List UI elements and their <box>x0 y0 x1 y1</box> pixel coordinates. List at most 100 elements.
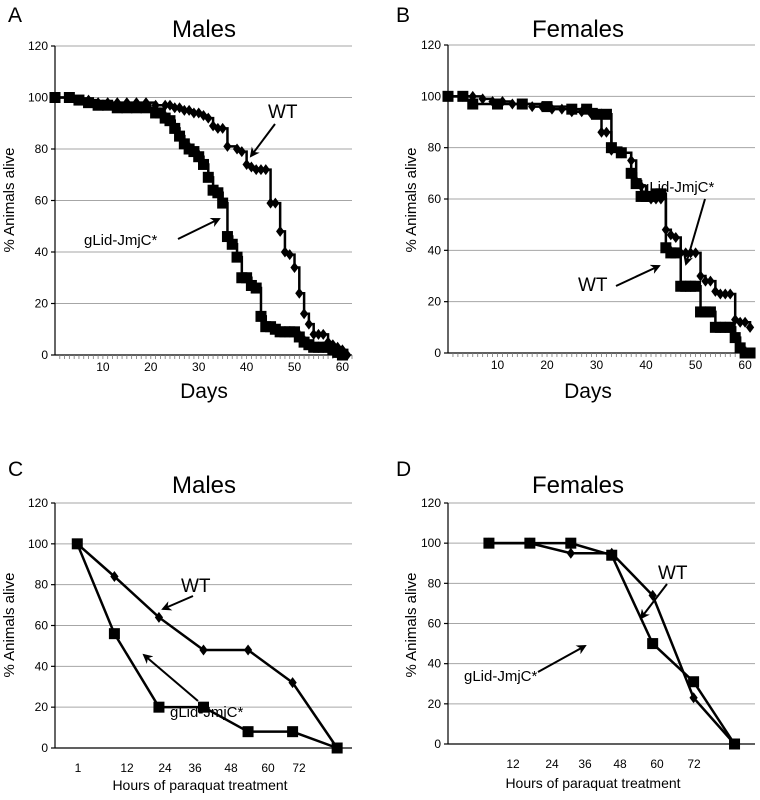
data-point <box>483 537 495 549</box>
data-point <box>193 151 205 163</box>
data-point <box>140 102 152 114</box>
data-point <box>655 188 667 200</box>
data-point <box>285 249 294 261</box>
data-point <box>557 103 567 115</box>
data-point <box>304 318 314 330</box>
data-point <box>457 90 469 102</box>
y-axis-label: % Animals alive <box>403 572 420 677</box>
x-category-label: 12 <box>120 761 134 775</box>
y-tick-label: 40 <box>35 659 49 673</box>
y-tick-label: 60 <box>35 194 49 208</box>
data-point <box>721 288 730 300</box>
data-point <box>102 99 114 111</box>
y-tick-label: 40 <box>428 657 442 671</box>
annotation-arrow <box>537 645 587 673</box>
data-point <box>319 328 328 340</box>
series-line <box>488 541 736 745</box>
y-tick-label: 80 <box>35 142 49 156</box>
data-point <box>242 726 254 738</box>
data-point <box>716 288 725 300</box>
data-point <box>290 261 299 273</box>
data-point <box>121 102 133 114</box>
panel-letter: C <box>8 458 23 481</box>
data-point <box>724 321 736 333</box>
x-axis-label: Days <box>180 380 228 403</box>
data-point <box>170 102 179 114</box>
x-axis-label: Hours of paraquat treatment <box>112 777 287 793</box>
x-category-label: 60 <box>650 757 664 771</box>
y-tick-label: 100 <box>421 536 441 550</box>
data-point <box>581 103 593 115</box>
annotation: gLid-JmjC* <box>142 653 244 721</box>
x-category-label: 48 <box>224 761 238 775</box>
data-point <box>198 701 209 713</box>
y-tick-label: 20 <box>35 297 49 311</box>
annotation: gLid-JmjC* <box>84 218 221 249</box>
annotation-arrow <box>177 218 221 240</box>
y-tick-label: 40 <box>35 245 49 259</box>
y-tick-label: 60 <box>428 192 442 206</box>
x-tick-label: 30 <box>192 360 206 374</box>
y-tick-label: 0 <box>434 737 441 751</box>
data-point <box>670 247 682 259</box>
data-point <box>740 316 750 328</box>
data-point <box>736 316 745 328</box>
data-point <box>605 142 617 154</box>
y-tick-label: 20 <box>428 295 442 309</box>
data-point <box>309 328 318 340</box>
data-point <box>492 98 504 110</box>
data-point <box>630 178 642 190</box>
y-tick-label: 40 <box>428 243 442 257</box>
data-point <box>314 328 323 340</box>
y-tick-label: 60 <box>428 617 442 631</box>
x-tick-label: 20 <box>144 360 158 374</box>
x-category-label: 60 <box>261 761 275 775</box>
x-category-label: 48 <box>613 757 627 771</box>
data-point <box>689 692 698 704</box>
data-point <box>701 275 710 287</box>
data-point <box>164 115 176 127</box>
data-point <box>541 101 553 113</box>
data-point <box>467 98 479 110</box>
data-point <box>255 310 267 322</box>
data-point <box>92 99 104 111</box>
x-tick-label: 10 <box>96 360 110 374</box>
data-point <box>221 231 233 243</box>
x-axis-label: Days <box>564 380 612 403</box>
x-category-label: 36 <box>578 757 592 771</box>
series-glid-jmjc <box>71 538 343 754</box>
data-point <box>213 122 222 134</box>
annotation-label: WT <box>181 576 211 597</box>
x-tick-label: 60 <box>738 358 752 372</box>
panel-letter: B <box>396 4 410 27</box>
data-point <box>223 140 232 152</box>
data-point <box>217 197 229 209</box>
y-tick-label: 120 <box>28 496 48 510</box>
data-point <box>648 589 657 601</box>
annotation-label: WT <box>658 563 688 584</box>
data-point <box>212 187 224 199</box>
data-point <box>295 287 304 299</box>
x-tick-label: 50 <box>689 358 703 372</box>
series-wt <box>443 90 755 333</box>
data-point <box>600 108 612 120</box>
series-wt <box>50 92 352 361</box>
y-axis-label: % Animals alive <box>403 147 420 252</box>
y-tick-label: 100 <box>28 91 48 105</box>
chart-title: Females <box>532 472 624 499</box>
data-point <box>243 644 253 656</box>
data-point <box>261 164 270 176</box>
x-tick-label: 10 <box>491 358 505 372</box>
annotation-arrow <box>639 583 668 620</box>
y-tick-label: 60 <box>35 619 49 633</box>
annotation: gLid-JmjC* <box>641 179 715 266</box>
annotation-arrow <box>615 264 661 287</box>
data-point <box>729 738 741 750</box>
x-category-label: 72 <box>687 757 701 771</box>
data-point <box>241 272 253 284</box>
data-point <box>226 238 238 250</box>
x-tick-label: 40 <box>240 360 254 374</box>
x-category-label: 24 <box>158 761 172 775</box>
data-point <box>153 701 165 713</box>
